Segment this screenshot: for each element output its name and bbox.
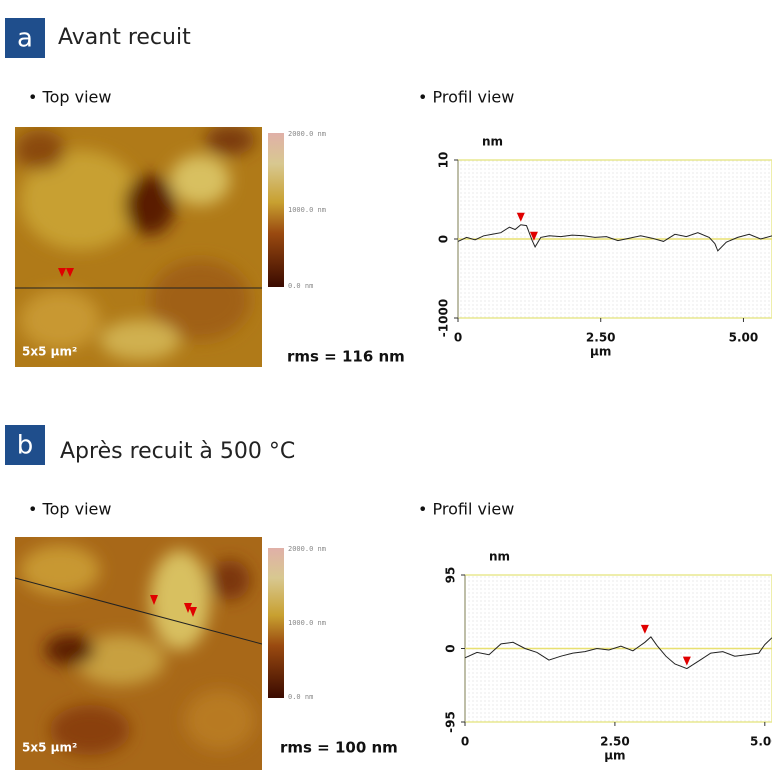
profile-marker — [640, 624, 649, 634]
top-view-label: • Top view — [28, 500, 111, 519]
profile-marker — [682, 656, 691, 666]
panel-letter: a — [17, 24, 33, 54]
y-tick-label: -1000 — [437, 299, 451, 337]
colorbar-label: 2000.0 nm — [288, 130, 326, 138]
y-tick-label: 0 — [437, 235, 451, 243]
profile-marker — [516, 212, 525, 222]
y-axis-label: nm — [482, 135, 503, 149]
rms-value: rms = 116 nm — [287, 348, 405, 366]
colorbar-label: 1000.0 nm — [288, 206, 326, 214]
y-tick-label: 10 — [437, 152, 451, 169]
profil-view-label: • Profil view — [418, 500, 514, 519]
colorbar — [268, 133, 284, 287]
y-axis-label: nm — [489, 550, 510, 564]
panel-letter: b — [17, 431, 34, 461]
y-tick-label: -95 — [444, 711, 458, 733]
colorbar-label: 1000.0 nm — [288, 619, 326, 627]
y-tick-label: 95 — [444, 567, 458, 584]
profile-line — [457, 224, 772, 252]
afm-image — [15, 127, 262, 367]
letter-box — [5, 425, 45, 465]
letter-box — [5, 18, 45, 58]
top-view-label: • Top view — [28, 88, 111, 107]
colorbar-label: 0.0 nm — [288, 282, 313, 290]
x-tick-label: 2.50 — [600, 735, 630, 749]
x-tick-label: 0 — [461, 735, 469, 749]
panel-title: Avant recuit — [58, 25, 191, 50]
afm-image — [15, 537, 262, 770]
colorbar — [268, 548, 284, 698]
profil-view-label: • Profil view — [418, 88, 514, 107]
profile-marker — [529, 231, 538, 241]
x-tick-label: 5.00 — [729, 331, 759, 345]
x-tick-label: 2.50 — [586, 331, 616, 345]
y-tick-label: 0 — [444, 644, 458, 652]
panel-title: Après recuit à 500 °C — [60, 439, 295, 464]
colorbar-label: 0.0 nm — [288, 693, 313, 701]
scan-size: 5x5 µm² — [22, 345, 77, 359]
scan-size: 5x5 µm² — [22, 741, 77, 755]
x-axis-label: µm — [590, 345, 611, 359]
x-axis-label: µm — [604, 749, 625, 763]
profile-line — [464, 636, 772, 670]
x-tick-label: 5.00 — [750, 735, 772, 749]
rms-value: rms = 100 nm — [280, 739, 398, 757]
colorbar-label: 2000.0 nm — [288, 545, 326, 553]
x-tick-label: 0 — [454, 331, 462, 345]
